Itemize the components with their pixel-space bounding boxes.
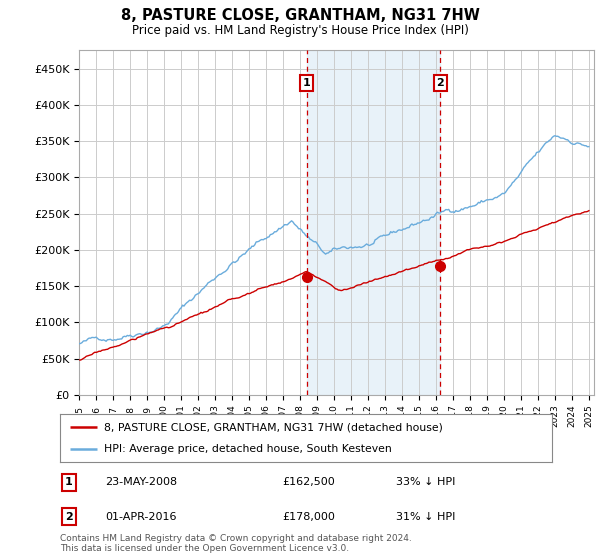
Text: Contains HM Land Registry data © Crown copyright and database right 2024.
This d: Contains HM Land Registry data © Crown c…	[60, 534, 412, 553]
Text: 1: 1	[302, 78, 310, 88]
Text: £178,000: £178,000	[282, 512, 335, 521]
Text: 8, PASTURE CLOSE, GRANTHAM, NG31 7HW (detached house): 8, PASTURE CLOSE, GRANTHAM, NG31 7HW (de…	[104, 422, 443, 432]
Text: 1: 1	[65, 478, 73, 487]
Bar	[307, 50, 440, 395]
Text: 01-APR-2016: 01-APR-2016	[105, 512, 176, 521]
Text: 31% ↓ HPI: 31% ↓ HPI	[396, 512, 455, 521]
Text: 2: 2	[436, 78, 444, 88]
Text: 2: 2	[65, 512, 73, 521]
Text: 8, PASTURE CLOSE, GRANTHAM, NG31 7HW: 8, PASTURE CLOSE, GRANTHAM, NG31 7HW	[121, 8, 479, 24]
Text: Price paid vs. HM Land Registry's House Price Index (HPI): Price paid vs. HM Land Registry's House …	[131, 24, 469, 37]
Text: £162,500: £162,500	[282, 478, 335, 487]
Text: 23-MAY-2008: 23-MAY-2008	[105, 478, 177, 487]
Text: 33% ↓ HPI: 33% ↓ HPI	[396, 478, 455, 487]
Text: HPI: Average price, detached house, South Kesteven: HPI: Average price, detached house, Sout…	[104, 444, 392, 454]
